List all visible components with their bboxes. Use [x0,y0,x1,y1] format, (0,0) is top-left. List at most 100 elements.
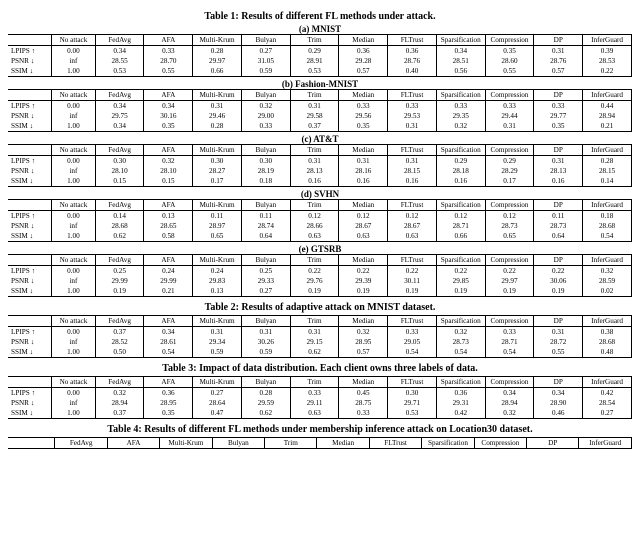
cell: 28.95 [339,337,388,347]
col: Median [339,145,388,156]
table-row: PSNR ↓ inf28.9428.9528.6429.5929.1128.75… [8,398,632,408]
col: AFA [144,200,193,211]
cell: 0.21 [144,286,193,297]
cell: 0.15 [95,176,144,187]
cell: 0.62 [290,347,339,358]
cell: 0.64 [241,231,290,242]
table-row: LPIPS ↑ 0.000.320.360.270.280.330.450.30… [8,388,632,399]
cell: 0.32 [241,101,290,112]
cell: 0.19 [339,286,388,297]
cell: 28.65 [144,221,193,231]
cell: 0.19 [436,286,485,297]
cell: 28.76 [388,56,437,66]
table-row: SSIM ↓ 1.000.530.550.660.590.530.570.400… [8,66,632,77]
cell: 0.31 [290,327,339,338]
table2: No attackFedAvgAFAMulti-KrumBulyanTrimMe… [8,315,632,358]
cell: 0.32 [95,388,144,399]
col: Compression [474,438,526,449]
cell: 29.59 [241,398,290,408]
cell: 0.59 [241,347,290,358]
cell: 0.57 [534,66,583,77]
cell: 1.00 [52,231,96,242]
cell: 29.76 [290,276,339,286]
table1-section-a-title: (a) MNIST [8,24,632,34]
cell: 28.68 [583,221,632,231]
col: FedAvg [95,255,144,266]
cell: 29.46 [193,111,242,121]
cell: 1.00 [52,121,96,132]
col: Median [317,438,369,449]
table4: FedAvgAFAMulti-KrumBulyanTrimMedianFLTru… [8,437,632,449]
col-blank [8,377,52,388]
cell: 0.50 [95,347,144,358]
cell: 28.72 [534,337,583,347]
cell: 0.13 [193,286,242,297]
col-multikrum: Multi-Krum [193,35,242,46]
col: Compression [485,316,534,327]
cell: 28.67 [339,221,388,231]
cell: 28.13 [290,166,339,176]
cell: 28.75 [339,398,388,408]
cell: 0.34 [144,327,193,338]
col: Bulyan [241,255,290,266]
cell: 28.10 [144,166,193,176]
table-row: PSNR ↓ inf29.7530.1629.4629.0029.5829.56… [8,111,632,121]
metric-label: LPIPS ↑ [8,211,52,222]
cell: 1.00 [52,286,96,297]
col: Multi-Krum [193,200,242,211]
table1-section-d: No attackFedAvgAFAMulti-KrumBulyanTrimMe… [8,199,632,242]
col: Multi-Krum [193,316,242,327]
cell: 29.97 [193,56,242,66]
cell: 1.00 [52,408,96,419]
cell: 0.00 [52,388,96,399]
col: Multi-Krum [193,145,242,156]
col: InferGuard [583,377,632,388]
col: FedAvg [95,200,144,211]
cell: 0.24 [144,266,193,277]
table-row: PSNR ↓ inf28.6828.6528.9728.7428.6628.67… [8,221,632,231]
cell: 0.17 [193,176,242,187]
cell: 0.33 [144,46,193,57]
cell: 0.19 [290,286,339,297]
metric-label: LPIPS ↑ [8,266,52,277]
metric-label: LPIPS ↑ [8,101,52,112]
col: FLTrust [388,90,437,101]
col: FedAvg [95,90,144,101]
cell: 0.22 [388,266,437,277]
cell: inf [52,111,96,121]
col: AFA [144,377,193,388]
cell: 0.30 [241,156,290,167]
cell: 29.15 [290,337,339,347]
col-blank [8,438,55,449]
cell: 0.35 [485,46,534,57]
cell: 0.40 [388,66,437,77]
cell: 0.36 [436,388,485,399]
cell: 28.71 [436,221,485,231]
col: Median [339,377,388,388]
cell: 0.27 [583,408,632,419]
cell: 0.25 [241,266,290,277]
cell: 0.35 [534,121,583,132]
table3: No attackFedAvgAFAMulti-KrumBulyanTrimMe… [8,376,632,419]
cell: 0.34 [534,388,583,399]
cell: 0.22 [485,266,534,277]
cell: 29.99 [144,276,193,286]
cell: 28.73 [485,221,534,231]
cell: 29.85 [436,276,485,286]
cell: 29.99 [95,276,144,286]
col: FLTrust [388,316,437,327]
col: Multi-Krum [193,90,242,101]
cell: 29.00 [241,111,290,121]
cell: 0.16 [436,176,485,187]
cell: 0.00 [52,156,96,167]
cell: 0.54 [144,347,193,358]
col: Sparsification [436,255,485,266]
cell: 28.67 [388,221,437,231]
col: InferGuard [579,438,632,449]
cell: 0.54 [388,347,437,358]
cell: 0.33 [339,408,388,419]
table1-section-e: No attackFedAvgAFAMulti-KrumBulyanTrimMe… [8,254,632,297]
cell: 28.16 [339,166,388,176]
cell: 0.12 [388,211,437,222]
cell: 0.25 [95,266,144,277]
